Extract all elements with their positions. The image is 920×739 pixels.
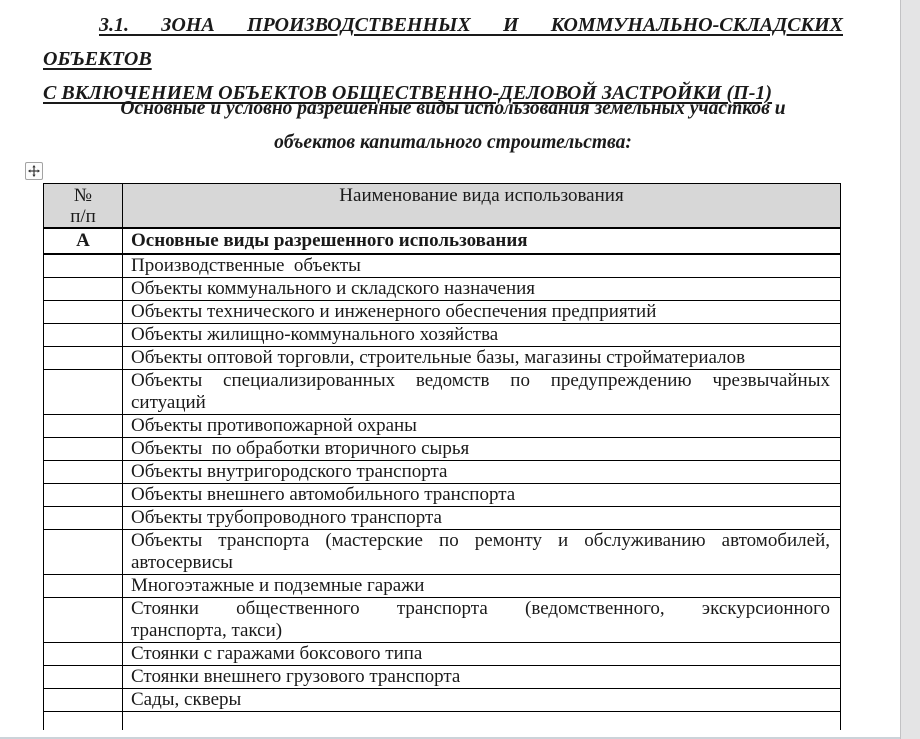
document-page: 3.1. ЗОНА ПРОИЗВОДСТВЕННЫХ И КОММУНАЛЬНО… [0, 8, 900, 739]
table-row: Объекты внешнего автомобильного транспор… [43, 483, 841, 507]
table-row: Объекты коммунального и складского назна… [43, 277, 841, 301]
row-number-cell[interactable] [43, 253, 123, 278]
row-name-cell[interactable]: Объекты коммунального и складского назна… [122, 277, 841, 301]
row-name-cell[interactable] [122, 711, 841, 730]
table-row: Объекты жилищно-коммунального хозяйства [43, 323, 841, 347]
page-bottom-edge [0, 737, 900, 739]
table-row: Объекты внутригородского транспорта [43, 460, 841, 484]
row-name-line: Объекты по обработки вторичного сырья [131, 438, 470, 460]
table-row: А Основные виды разрешенного использовани… [43, 227, 841, 255]
row-name-cell[interactable]: Объекты специализированных ведомств по п… [122, 369, 841, 415]
section-title[interactable]: 3.1. ЗОНА ПРОИЗВОДСТВЕННЫХ И КОММУНАЛЬНО… [43, 8, 843, 110]
row-name-cell[interactable]: Объекты внешнего автомобильного транспор… [122, 483, 841, 507]
row-name-cell[interactable]: Объекты противопожарной охраны [122, 414, 841, 438]
row-number-cell[interactable] [43, 277, 123, 301]
row-name-cell[interactable]: Основные виды разрешенного использования [122, 227, 841, 255]
row-name-line: автосервисы [131, 552, 233, 573]
row-number-cell[interactable] [43, 688, 123, 712]
row-number-cell[interactable] [43, 369, 123, 415]
row-name-cell[interactable]: Многоэтажные и подземные гаражи [122, 574, 841, 598]
section-title-line-1: 3.1. ЗОНА ПРОИЗВОДСТВЕННЫХ И КОММУНАЛЬНО… [43, 14, 843, 70]
row-name-line: Объекты коммунального и складского назна… [131, 278, 536, 300]
table-row: Многоэтажные и подземные гаражи [43, 574, 841, 598]
table-row: Производственные объекты [43, 253, 841, 278]
row-name-cell[interactable]: Объекты жилищно-коммунального хозяйства [122, 323, 841, 347]
section-title-line-2: С ВКЛЮЧЕНИЕМ ОБЪЕКТОВ ОБЩЕСТВЕННО-ДЕЛОВО… [43, 82, 773, 104]
row-name-line: Производственные объекты [131, 255, 361, 276]
table-row: Объекты технического и инженерного обесп… [43, 300, 841, 324]
row-number-cell[interactable] [43, 483, 123, 507]
row-name-line: Объекты жилищно-коммунального хозяйства [131, 324, 499, 346]
row-name-cell[interactable]: Производственные объекты [122, 253, 841, 278]
table-caption-line-1: Основные и условно разрешенные виды испо… [120, 98, 786, 119]
row-name-line: Основные виды разрешенного использования [131, 230, 528, 251]
row-name-line: Объекты противопожарной охраны [131, 415, 417, 437]
row-name-line: Объекты внутригородского транспорта [131, 461, 448, 483]
move-icon [28, 165, 40, 177]
table-move-handle[interactable] [25, 162, 43, 180]
row-number-cell[interactable] [43, 414, 123, 438]
row-number-cell[interactable]: А [43, 227, 123, 255]
table-row: Объекты трубопроводного транспорта [43, 506, 841, 530]
row-number-cell[interactable] [43, 665, 123, 689]
row-name-cell[interactable]: Объекты транспорта (мастерские по ремонт… [122, 529, 841, 575]
row-name-cell[interactable]: Объекты технического и инженерного обесп… [122, 300, 841, 324]
row-name-cell[interactable]: Объекты внутригородского транспорта [122, 460, 841, 484]
row-name-cell[interactable]: Объекты оптовой торговли, строительные б… [122, 346, 841, 370]
header-number-line-1: № [73, 185, 93, 206]
row-number-cell[interactable] [43, 437, 123, 461]
row-number-cell[interactable] [43, 506, 123, 530]
row-name-cell[interactable]: Объекты трубопроводного транспорта [122, 506, 841, 530]
row-name-line: Объекты технического и инженерного обесп… [131, 301, 657, 323]
row-number-cell[interactable] [43, 323, 123, 347]
row-name-cell[interactable]: Объекты по обработки вторичного сырья [122, 437, 841, 461]
table-row: Сады, скверы [43, 688, 841, 712]
row-number-cell[interactable] [43, 460, 123, 484]
table-row [43, 711, 841, 730]
table-body: А Основные виды разрешенного использовани… [43, 227, 841, 730]
row-name-cell[interactable]: Сады, скверы [122, 688, 841, 712]
row-name-line: Объекты транспорта (мастерские по ремонт… [131, 530, 830, 552]
row-number-cell[interactable] [43, 711, 123, 730]
table-caption[interactable]: Основные и условно разрешенные виды испо… [48, 92, 858, 159]
row-number-cell[interactable] [43, 346, 123, 370]
row-name-line: Стоянки с гаражами боксового типа [131, 643, 423, 665]
table-row: Объекты по обработки вторичного сырья [43, 437, 841, 461]
header-number-line-2: п/п [70, 206, 96, 227]
table-row: Объекты противопожарной охраны [43, 414, 841, 438]
row-name-cell[interactable]: Стоянки с гаражами боксового типа [122, 642, 841, 666]
row-name-line: транспорта, такси) [131, 620, 283, 641]
row-number-cell[interactable] [43, 529, 123, 575]
table-row: Стоянки с гаражами боксового типа [43, 642, 841, 666]
table-row: Объекты транспорта (мастерские по ремонт… [43, 529, 841, 575]
row-name-line: ситуаций [131, 392, 206, 413]
row-number-cell[interactable] [43, 597, 123, 643]
row-name-cell[interactable]: Стоянки внешнего грузового транспорта [122, 665, 841, 689]
page-right-gutter [900, 0, 920, 739]
table-row: Стоянки внешнего грузового транспорта [43, 665, 841, 689]
row-name-line: Объекты специализированных ведомств по п… [131, 370, 830, 392]
row-name-line: Объекты внешнего автомобильного транспор… [131, 484, 516, 506]
header-cell-name[interactable]: Наименование вида использования [122, 183, 841, 229]
row-name-line: Стоянки внешнего грузового транспорта [131, 666, 461, 688]
header-cell-number[interactable]: № п/п [43, 183, 123, 229]
row-name-line: Многоэтажные и подземные гаражи [131, 575, 425, 597]
row-number-cell[interactable] [43, 642, 123, 666]
row-number-cell[interactable] [43, 300, 123, 324]
row-name-line: Сады, скверы [131, 689, 242, 711]
table-caption-line-2: объектов капитального строительства: [274, 131, 632, 153]
row-name-line: Объекты оптовой торговли, строительные б… [131, 347, 746, 369]
row-name-line: Стоянки общественного транспорта (ведомс… [131, 598, 830, 620]
row-name-cell[interactable]: Стоянки общественного транспорта (ведомс… [122, 597, 841, 643]
row-number-cell[interactable] [43, 574, 123, 598]
row-name-line: Объекты трубопроводного транспорта [131, 507, 442, 529]
table-row: Объекты оптовой торговли, строительные б… [43, 346, 841, 370]
table-header-row: № п/п Наименование вида использования [43, 183, 841, 229]
table-row: Объекты специализированных ведомств по п… [43, 369, 841, 415]
table-row: Стоянки общественного транспорта (ведомс… [43, 597, 841, 643]
